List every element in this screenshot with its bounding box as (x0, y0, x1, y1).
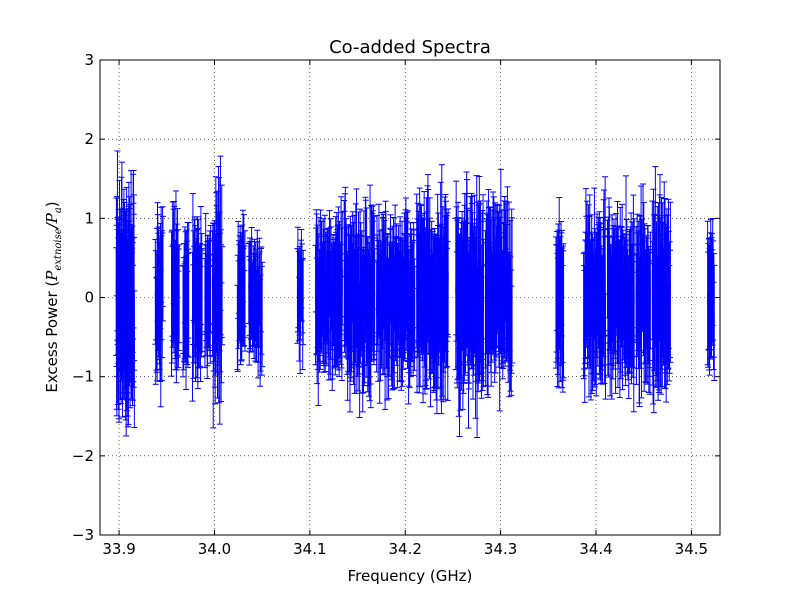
x-tick-labels: 33.9 34.0 34.1 34.2 34.3 34.4 34.5 (102, 540, 708, 558)
series-line (707, 271, 715, 326)
series-line (236, 255, 246, 328)
series-line (583, 253, 607, 347)
series-line (204, 272, 212, 315)
y-axis-label-sub1: extnoise (53, 228, 64, 270)
series-line (182, 274, 190, 323)
series-line (606, 249, 635, 338)
series-line (315, 255, 343, 334)
y-axis-label-sub2: a (53, 207, 64, 213)
series-line (455, 250, 484, 361)
x-tick-label: 34.0 (198, 540, 231, 558)
series-line (115, 240, 135, 360)
series-line (171, 254, 180, 320)
series-line (416, 235, 449, 354)
y-axis-label-slash: / (43, 221, 61, 230)
series-line (248, 276, 263, 333)
y-tick-label: 0 (84, 289, 94, 307)
series-line (296, 268, 304, 320)
series-line (376, 256, 416, 338)
series-line (212, 233, 223, 347)
series-line (192, 265, 203, 327)
y-axis-label-main: Excess Power ( (43, 281, 61, 393)
y-tick-label: 2 (84, 130, 94, 148)
y-tick-label: −1 (72, 368, 94, 386)
y-tick-labels: −3 −2 −1 0 1 2 3 (72, 51, 94, 544)
x-tick-label: 34.1 (293, 540, 326, 558)
x-tick-label: 34.2 (389, 540, 422, 558)
y-tick-label: −3 (72, 526, 94, 544)
y-axis-label: Excess Power (Pextnoise/Pa) (43, 201, 64, 392)
y-axis-label-p1: P (43, 270, 61, 282)
chart-title: Co-added Spectra (329, 37, 491, 58)
series-line (651, 238, 671, 344)
y-axis-label-close: ) (43, 201, 61, 207)
x-axis-label: Frequency (GHz) (348, 567, 473, 585)
series-line (154, 254, 164, 339)
x-tick-label: 34.5 (675, 540, 708, 558)
y-axis-label-p2: P (43, 212, 61, 224)
x-tick-label: 33.9 (102, 540, 135, 558)
axis-ticks (100, 59, 720, 536)
series-line (484, 250, 513, 347)
x-tick-label: 34.4 (579, 540, 612, 558)
series-line (555, 272, 565, 327)
series-line (343, 249, 376, 350)
series-line (635, 248, 651, 343)
svg-text:Excess Power (Pextnoise/Pa): Excess Power (Pextnoise/Pa) (43, 201, 64, 392)
data-series (113, 150, 718, 439)
y-tick-label: −2 (72, 447, 94, 465)
y-tick-label: 3 (84, 51, 94, 69)
x-tick-label: 34.3 (484, 540, 517, 558)
y-tick-label: 1 (84, 209, 94, 227)
